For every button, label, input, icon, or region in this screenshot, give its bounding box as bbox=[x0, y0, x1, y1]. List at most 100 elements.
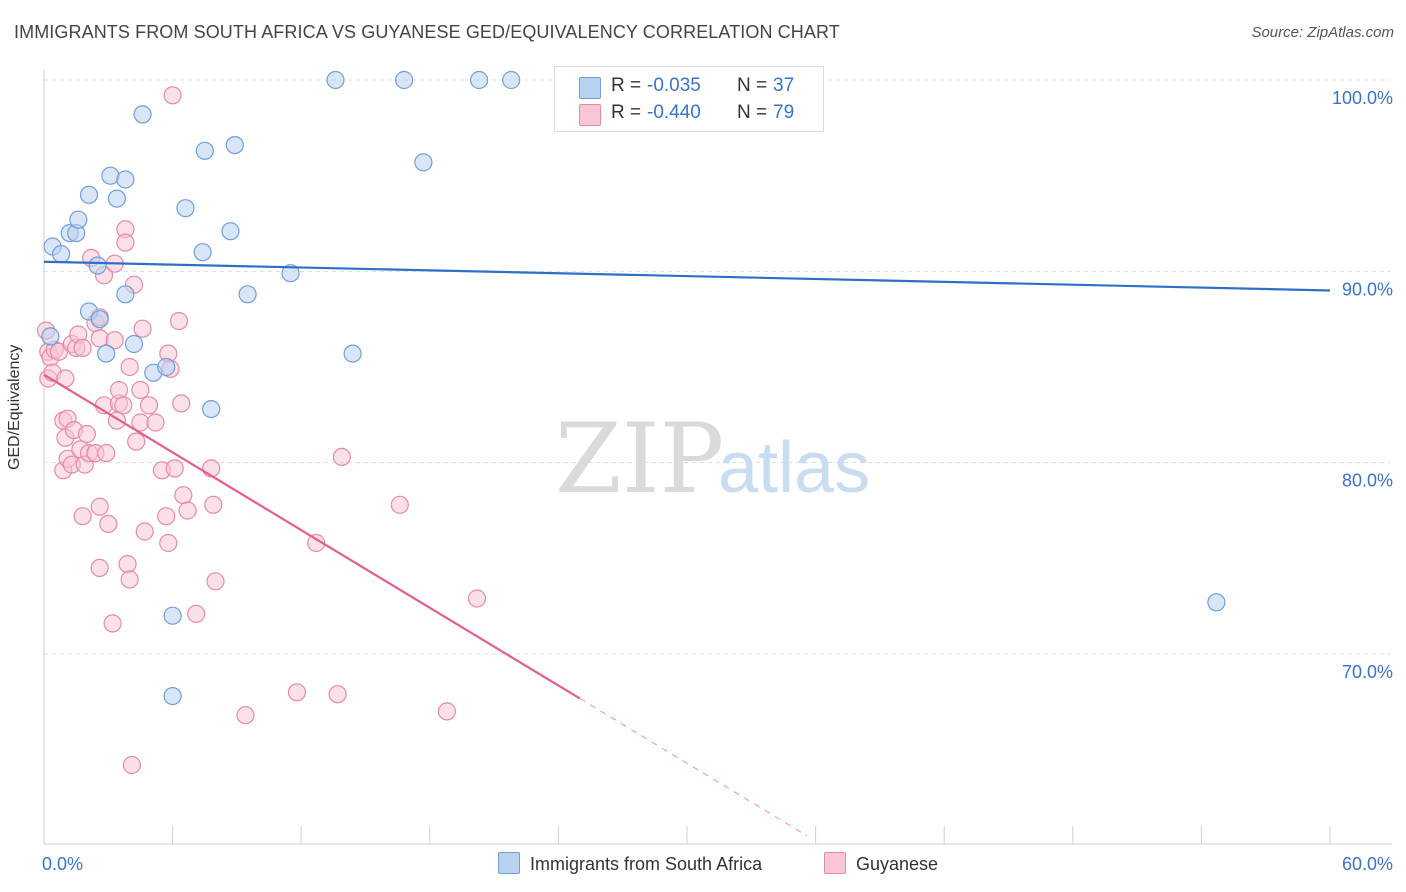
south-africa-point bbox=[395, 70, 414, 90]
trend-lines bbox=[43, 260, 1331, 837]
r-value: -0.035 bbox=[647, 75, 701, 96]
y-tick-label: 100.0% bbox=[1332, 88, 1393, 108]
south-africa-point bbox=[238, 285, 257, 304]
guyanese-point bbox=[120, 357, 139, 377]
source-note: Source: ZipAtlas.com bbox=[1251, 24, 1394, 41]
r-value: -0.440 bbox=[647, 102, 701, 123]
watermark: ZIP atlas bbox=[555, 403, 870, 515]
guyanese-point bbox=[236, 706, 255, 725]
south-africa-point bbox=[157, 357, 176, 377]
stats-legend: R = -0.035 N = 37 R = -0.440 N = 79 bbox=[554, 66, 824, 132]
data-points bbox=[36, 70, 1226, 775]
south-africa-point bbox=[101, 166, 120, 185]
swatch-blue bbox=[579, 77, 601, 99]
south-africa-point bbox=[116, 170, 135, 189]
south-africa-point bbox=[202, 400, 221, 419]
swatch-pink bbox=[579, 104, 601, 126]
guyanese-point bbox=[169, 312, 189, 331]
guyanese-point bbox=[206, 572, 225, 591]
guyanese-point bbox=[174, 486, 193, 505]
south-africa-point bbox=[41, 327, 60, 346]
guyanese-point bbox=[103, 614, 122, 633]
guyanese-point bbox=[90, 329, 109, 348]
guyanese-point bbox=[90, 558, 109, 578]
watermark-atlas: atlas bbox=[718, 428, 870, 508]
south-africa-point bbox=[163, 606, 182, 625]
guyanese-point bbox=[467, 589, 487, 608]
y-tick-label: 80.0% bbox=[1342, 471, 1393, 491]
guyanese-point bbox=[131, 380, 150, 400]
guyanese-point bbox=[146, 413, 165, 432]
x-tick-label: 60.0% bbox=[1342, 854, 1393, 874]
r-label: R = bbox=[611, 102, 642, 123]
south-africa-point bbox=[133, 105, 152, 124]
watermark-zip: ZIP bbox=[555, 403, 724, 515]
south-africa-point bbox=[90, 310, 109, 329]
south-africa-point bbox=[221, 222, 240, 241]
n-value: 79 bbox=[773, 102, 795, 123]
south-africa-point bbox=[176, 199, 195, 218]
tick-labels: 100.0% 90.0% 80.0% 70.0% 0.0% 60.0% bbox=[42, 88, 1393, 874]
south-africa-point bbox=[470, 70, 489, 90]
south-africa-trend-line bbox=[43, 260, 1331, 292]
guyanese-point bbox=[105, 331, 124, 350]
south-africa-point bbox=[502, 70, 521, 90]
guyanese-point bbox=[165, 459, 184, 478]
guyanese-point bbox=[135, 522, 154, 541]
guyanese-point bbox=[118, 554, 137, 574]
chart-title: IMMIGRANTS FROM SOUTH AFRICA VS GUYANESE… bbox=[14, 22, 840, 42]
guyanese-point bbox=[437, 702, 456, 721]
guyanese-point bbox=[202, 459, 221, 478]
south-africa-point bbox=[326, 70, 345, 90]
south-africa-point bbox=[51, 245, 71, 264]
r-label: R = bbox=[611, 75, 642, 96]
axes bbox=[43, 70, 1392, 845]
guyanese-point bbox=[99, 514, 118, 534]
guyanese-trend-extension bbox=[579, 698, 808, 837]
guyanese-point bbox=[163, 86, 182, 105]
legend-label: Immigrants from South Africa bbox=[530, 854, 763, 874]
gridlines bbox=[44, 79, 1390, 655]
guyanese-point bbox=[328, 685, 347, 704]
guyanese-point bbox=[122, 755, 141, 775]
legend-item-south-africa[interactable]: Immigrants from South Africa bbox=[498, 852, 762, 875]
guyanese-point bbox=[178, 501, 197, 520]
south-africa-point bbox=[1207, 593, 1226, 612]
guyanese-point bbox=[204, 495, 223, 514]
legend-label: Guyanese bbox=[856, 854, 939, 874]
south-africa-point bbox=[163, 686, 182, 706]
guyanese-point bbox=[90, 497, 109, 516]
legend-swatch-pink bbox=[824, 852, 846, 874]
south-africa-point bbox=[116, 285, 135, 304]
legend-item-guyanese[interactable]: Guyanese bbox=[824, 852, 938, 875]
south-africa-point bbox=[193, 243, 212, 262]
south-africa-point bbox=[281, 264, 300, 283]
guyanese-point bbox=[120, 570, 139, 589]
guyanese-point bbox=[172, 394, 191, 413]
guyanese-point bbox=[139, 396, 159, 415]
guyanese-point bbox=[287, 683, 306, 702]
guyanese-point bbox=[127, 432, 146, 451]
guyanese-point bbox=[332, 447, 351, 466]
guyanese-point bbox=[159, 533, 178, 553]
y-tick-label: 70.0% bbox=[1342, 662, 1393, 682]
guyanese-point bbox=[114, 396, 133, 415]
south-africa-point bbox=[88, 256, 107, 275]
south-africa-point bbox=[124, 334, 144, 354]
guyanese-point bbox=[116, 233, 135, 252]
y-tick-label: 90.0% bbox=[1342, 279, 1393, 299]
x-tick-label: 0.0% bbox=[42, 854, 83, 874]
south-africa-point bbox=[79, 185, 99, 204]
guyanese-point bbox=[97, 444, 116, 463]
guyanese-point bbox=[73, 338, 92, 357]
guyanese-point bbox=[157, 507, 176, 526]
south-africa-point bbox=[343, 344, 362, 363]
n-label: N = bbox=[737, 75, 768, 96]
legend-swatch-blue bbox=[498, 852, 520, 874]
south-africa-point bbox=[97, 344, 116, 363]
guyanese-point bbox=[307, 533, 326, 553]
guyanese-point bbox=[73, 507, 92, 526]
guyanese-trend-line bbox=[43, 373, 581, 700]
guyanese-point bbox=[187, 604, 206, 623]
n-value: 37 bbox=[773, 75, 795, 96]
